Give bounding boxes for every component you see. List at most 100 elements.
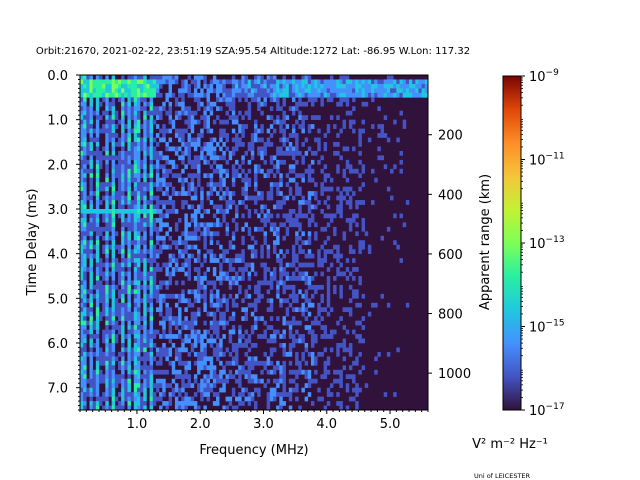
- heatmap-cell: [133, 298, 138, 304]
- heatmap-cell: [111, 222, 116, 228]
- heatmap-cell: [301, 271, 305, 277]
- heatmap-cell: [291, 177, 296, 183]
- heatmap-cell: [171, 253, 176, 259]
- heatmap-cell: [291, 276, 296, 281]
- heatmap-cell: [133, 338, 138, 344]
- heatmap-cell: [193, 320, 198, 326]
- heatmap-cell: [171, 204, 176, 210]
- heatmap-cell: [136, 115, 141, 120]
- heatmap-cell: [282, 128, 286, 134]
- heatmap-cell: [345, 276, 350, 281]
- heatmap-cell: [260, 101, 264, 107]
- heatmap-cell: [152, 209, 157, 214]
- heatmap-cell: [178, 267, 182, 272]
- heatmap-cell: [102, 88, 106, 94]
- heatmap-cell: [105, 97, 109, 103]
- heatmap-cell: [197, 387, 201, 393]
- heatmap-cell: [336, 351, 340, 357]
- heatmap-cell: [276, 213, 280, 219]
- heatmap-cell: [361, 168, 366, 174]
- heatmap-cell: [279, 365, 283, 371]
- heatmap-cell: [98, 155, 103, 161]
- heatmap-cell: [355, 213, 359, 219]
- heatmap-cell: [212, 146, 217, 152]
- heatmap-cell: [219, 119, 223, 125]
- heatmap-cell: [206, 106, 211, 112]
- heatmap-cell: [342, 338, 347, 344]
- heatmap-cell: [127, 106, 131, 112]
- heatmap-cell: [235, 360, 239, 366]
- heatmap-cell: [345, 92, 350, 98]
- heatmap-cell: [92, 92, 97, 98]
- heatmap-cell: [130, 311, 135, 317]
- heatmap-cell: [257, 392, 261, 397]
- heatmap-cell: [263, 276, 267, 281]
- heatmap-cell: [143, 387, 147, 393]
- heatmap-cell: [83, 177, 87, 183]
- heatmap-cell: [212, 119, 217, 125]
- heatmap-cell: [263, 262, 267, 268]
- heatmap-cell: [320, 186, 324, 192]
- heatmap-cell: [178, 92, 182, 98]
- heatmap-cell: [263, 83, 267, 89]
- heatmap-cell: [149, 276, 154, 281]
- heatmap-cell: [187, 271, 192, 277]
- heatmap-cell: [200, 338, 204, 344]
- heatmap-cell: [130, 97, 135, 103]
- heatmap-cell: [371, 97, 375, 103]
- heatmap-cell: [102, 92, 106, 98]
- heatmap-cell: [228, 329, 233, 335]
- heatmap-cell: [393, 79, 397, 85]
- heatmap-cell: [80, 253, 84, 259]
- heatmap-cell: [225, 200, 229, 205]
- heatmap-cell: [219, 316, 223, 321]
- heatmap-cell: [336, 142, 340, 147]
- heatmap-cell: [108, 392, 112, 397]
- heatmap-cell: [197, 249, 201, 254]
- heatmap-cell: [108, 155, 112, 161]
- heatmap-cell: [266, 360, 271, 366]
- heatmap-cell: [399, 168, 403, 174]
- heatmap-cell: [181, 387, 185, 393]
- heatmap-cell: [396, 92, 400, 98]
- heatmap-cell: [149, 217, 154, 223]
- heatmap-cell: [92, 405, 97, 411]
- heatmap-cell: [136, 383, 141, 388]
- heatmap-cell: [178, 177, 182, 183]
- heatmap-cell: [105, 347, 109, 353]
- heatmap-cell: [238, 329, 242, 335]
- heatmap-cell: [364, 231, 369, 237]
- heatmap-cell: [279, 124, 283, 129]
- heatmap-cell: [193, 110, 198, 116]
- heatmap-cell: [216, 142, 220, 147]
- heatmap-cell: [263, 222, 267, 228]
- heatmap-cell: [187, 142, 192, 147]
- heatmap-cell: [133, 173, 138, 179]
- heatmap-cell: [143, 280, 147, 286]
- heatmap-cell: [238, 83, 242, 89]
- heatmap-cell: [231, 92, 236, 98]
- heatmap-cell: [352, 267, 356, 272]
- heatmap-cell: [399, 110, 403, 116]
- heatmap-cell: [355, 334, 359, 339]
- heatmap-cell: [225, 360, 229, 366]
- heatmap-cell: [301, 173, 305, 179]
- heatmap-cell: [241, 235, 245, 241]
- heatmap-cell: [285, 115, 290, 120]
- heatmap-cell: [310, 262, 315, 268]
- heatmap-cell: [187, 267, 192, 272]
- heatmap-cell: [304, 360, 309, 366]
- heatmap-cell: [89, 284, 93, 290]
- heatmap-cell: [209, 235, 214, 241]
- heatmap-cell: [216, 396, 220, 402]
- heatmap-cell: [130, 369, 135, 375]
- heatmap-cell: [136, 209, 141, 214]
- heatmap-cell: [358, 302, 362, 308]
- heatmap-cell: [111, 217, 116, 223]
- heatmap-cell: [282, 316, 286, 321]
- heatmap-cell: [108, 213, 112, 219]
- heatmap-cell: [155, 124, 160, 129]
- heatmap-cell: [152, 276, 157, 281]
- heatmap-cell: [136, 231, 141, 237]
- heatmap-cell: [288, 293, 293, 299]
